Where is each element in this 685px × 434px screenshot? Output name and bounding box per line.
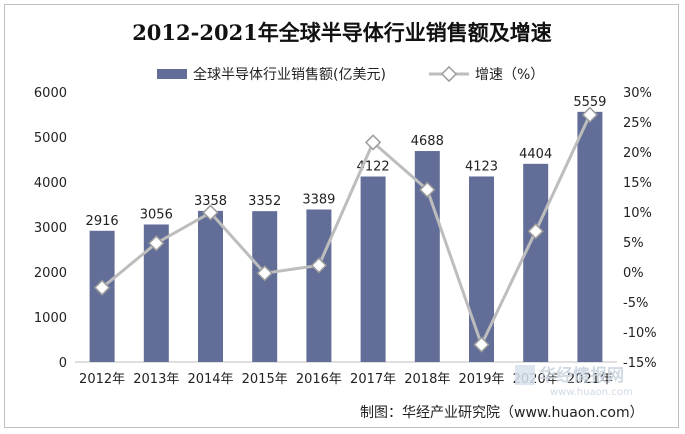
legend-marker-growth xyxy=(440,65,458,83)
source-credit: 制图：华经产业研究院（www.huaon.com） xyxy=(360,405,644,421)
legend-label-sales: 全球半导体行业销售额(亿美元) xyxy=(193,66,386,83)
chart-title: 2012-2021年全球半导体行业销售额及增速 xyxy=(132,20,552,45)
growth-point xyxy=(527,223,544,240)
watermark-url: www.huaon.com xyxy=(550,387,633,398)
legend-swatch-sales xyxy=(157,69,187,79)
x-axis-tick: 2019年 xyxy=(458,372,504,387)
growth-point xyxy=(364,134,382,151)
bar-value-label: 4688 xyxy=(411,134,444,149)
bar-value-label: 3358 xyxy=(194,194,227,209)
growth-line xyxy=(101,114,592,349)
growth-point xyxy=(202,204,219,221)
bar-value-label: 3056 xyxy=(140,207,173,222)
right-axis-tick: 0% xyxy=(623,266,644,281)
bar-value-label: 3352 xyxy=(248,194,281,209)
left-axis-tick: 0 xyxy=(59,356,67,371)
growth-line-series xyxy=(93,106,599,353)
bar-series xyxy=(89,111,603,362)
left-axis-tick: 5000 xyxy=(34,131,67,146)
legend: 全球半导体行业销售额(亿美元) 增速（%） xyxy=(157,65,544,83)
growth-point xyxy=(148,235,165,252)
chart: 2012-2021年全球半导体行业销售额及增速 全球半导体行业销售额(亿美元) … xyxy=(34,20,657,421)
right-axis-tick: 15% xyxy=(623,176,652,191)
left-axis-tick: 2000 xyxy=(34,266,67,281)
left-axis-tick: 1000 xyxy=(34,311,67,326)
x-axis-tick: 2017年 xyxy=(350,372,396,387)
bar-value-label: 4123 xyxy=(465,159,498,174)
x-axis-tick: 2016年 xyxy=(296,372,342,387)
right-axis-tick: 10% xyxy=(623,206,652,221)
bar-value-label: 4404 xyxy=(519,147,552,162)
right-axis-tick: -10% xyxy=(623,326,657,341)
legend-label-growth: 增速（%） xyxy=(475,67,544,83)
bar-value-label: 2916 xyxy=(86,214,119,229)
right-axis-tick: 5% xyxy=(623,236,644,251)
bar-value-label: 3389 xyxy=(302,192,335,207)
watermark: 华经情报网 www.huaon.com xyxy=(515,365,633,398)
bar xyxy=(469,176,494,362)
bar xyxy=(523,163,549,362)
growth-point xyxy=(473,336,490,353)
x-axis-tick: 2014年 xyxy=(187,372,233,387)
axes: 0 1000 2000 3000 4000 5000 6000 -15% -10% -5% 0% 5%… xyxy=(34,86,657,371)
growth-point xyxy=(419,181,436,198)
growth-point xyxy=(93,279,111,296)
watermark-logo-icon xyxy=(515,365,535,385)
right-axis-tick: 20% xyxy=(623,146,652,161)
x-axis-tick: 2012年 xyxy=(79,372,125,387)
watermark-text: 华经情报网 xyxy=(539,365,624,386)
bar-value-label: 5559 xyxy=(573,95,606,110)
right-axis-tick: 25% xyxy=(623,116,652,131)
x-axis-tick: 2021年 xyxy=(567,372,613,387)
x-axis-labels: 2012年 2013年 2014年 2015年 2016年 2017年 2018年 2019年… xyxy=(79,372,613,387)
right-axis-tick: -15% xyxy=(623,356,657,371)
chart-frame: 2012-2021年全球半导体行业销售额及增速 全球半导体行业销售额(亿美元) … xyxy=(4,4,679,428)
bar xyxy=(306,209,332,362)
x-axis-tick: 2013年 xyxy=(133,372,179,387)
bar xyxy=(252,211,278,362)
left-axis-tick: 6000 xyxy=(34,86,67,101)
right-axis-tick: -5% xyxy=(623,296,648,311)
bar xyxy=(360,176,386,362)
x-axis-tick: 2015年 xyxy=(242,372,288,387)
bar xyxy=(577,111,603,362)
growth-point xyxy=(310,257,328,274)
x-axis-tick: 2018年 xyxy=(404,372,450,387)
growth-point xyxy=(581,106,599,123)
right-axis-tick: 30% xyxy=(623,86,652,101)
bar xyxy=(89,230,115,362)
bar xyxy=(198,210,223,362)
growth-point xyxy=(256,265,273,282)
left-axis-tick: 4000 xyxy=(34,176,67,191)
left-axis-tick: 3000 xyxy=(34,221,67,236)
